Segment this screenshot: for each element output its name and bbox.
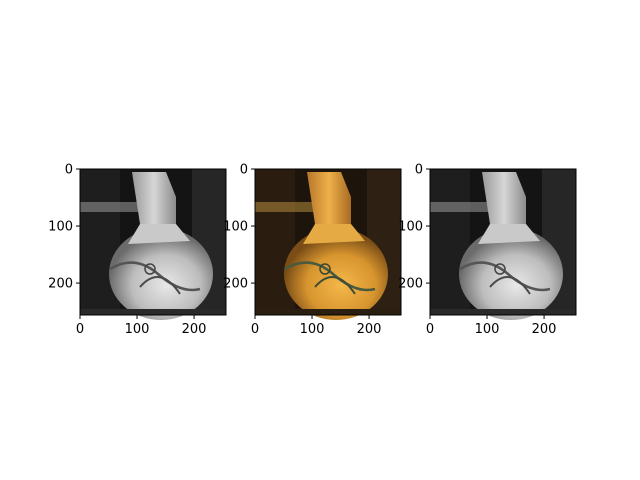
axes-ticks: 0 100 200 0 100 200 — [398, 163, 556, 338]
y-tick-label: 0 — [240, 163, 248, 178]
image-panel-grayscale-reconstructed: 0 100 200 0 100 200 — [398, 163, 577, 338]
vase-grayscale-reconstructed-image — [430, 169, 576, 320]
axes-frame — [254, 168, 402, 316]
y-tick-label: 200 — [398, 277, 423, 292]
y-tick-label: 100 — [223, 220, 248, 235]
y-tick-label: 200 — [48, 277, 73, 292]
x-tick-label: 200 — [357, 322, 382, 337]
y-tick-label: 0 — [415, 163, 423, 178]
x-tick-label: 0 — [426, 322, 434, 337]
image-panel-grayscale: 0 100 200 0 100 200 — [48, 163, 227, 338]
x-tick-label: 0 — [251, 322, 259, 337]
x-tick-label: 100 — [300, 322, 325, 337]
x-tick-label: 200 — [182, 322, 207, 337]
axes-ticks: 0 100 200 0 100 200 — [48, 163, 206, 338]
x-tick-label: 100 — [125, 322, 150, 337]
vase-color-image — [255, 169, 401, 320]
axes-ticks: 0 100 200 0 100 200 — [223, 163, 381, 338]
axes-frame — [429, 168, 577, 316]
x-tick-label: 0 — [76, 322, 84, 337]
x-tick-label: 100 — [475, 322, 500, 337]
vase-grayscale-image — [80, 169, 226, 320]
y-tick-label: 200 — [223, 277, 248, 292]
y-tick-label: 0 — [65, 163, 73, 178]
axes-frame — [79, 168, 227, 316]
y-tick-label: 100 — [48, 220, 73, 235]
x-tick-label: 200 — [532, 322, 557, 337]
image-panel-color: 0 100 200 0 100 200 — [223, 163, 402, 338]
y-tick-label: 100 — [398, 220, 423, 235]
